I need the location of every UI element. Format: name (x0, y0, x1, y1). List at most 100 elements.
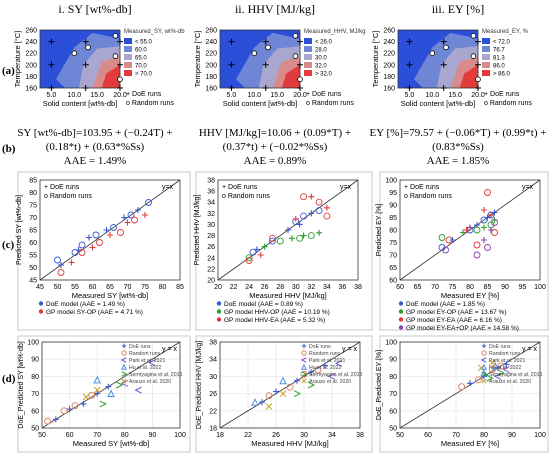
x-tick-label: 5.0 (405, 92, 415, 99)
data-point (460, 229, 466, 236)
y-tick-label: 260 (25, 28, 37, 35)
data-point (458, 383, 466, 391)
data-point (127, 211, 135, 219)
data-point (301, 343, 307, 349)
x-tick-label: 20.0 (113, 92, 127, 99)
x-axis-label: Measured SY [wt%-db] (72, 291, 149, 300)
row-label-c: (c) (2, 239, 15, 251)
x-tick-label: 90 (501, 284, 509, 291)
y-tick-label: 34 (207, 200, 215, 207)
legend-swatch (38, 309, 44, 314)
x-tick-label: 60 (89, 284, 97, 291)
parity-chart-d-2: y = x 50 60 70 80 90 100 50 60 70 80 90 100 Measured … (376, 335, 549, 453)
legend-swatch (124, 46, 132, 52)
y-tick-label: 180 (383, 74, 395, 81)
plot-frame (217, 179, 359, 281)
legend-random-runs: o Random runs (222, 193, 270, 200)
legend-entry: Hu et al. 2022 (489, 365, 521, 371)
data-point (481, 207, 487, 213)
doe-run-marker (297, 38, 303, 45)
data-point (68, 259, 75, 266)
y-tick-label: 100 (27, 340, 39, 347)
data-point (78, 249, 86, 256)
doe-run-marker (117, 38, 123, 45)
contour-band (459, 64, 478, 88)
x-axis-label: Measured SY [wt%-db] (73, 439, 150, 448)
legend-entry: Park et al. 2021 (309, 358, 345, 364)
x-tick-label: 5.0 (47, 92, 57, 99)
random-run-marker (470, 32, 477, 39)
legend-level: > 70.0 (135, 72, 153, 78)
legend-entry: GP model SY-OP (AAE = 4.71 %) (46, 309, 143, 316)
y-tick-label: 85 (389, 215, 397, 222)
plot-frame (39, 29, 121, 89)
random-run-marker (470, 53, 477, 59)
legend-entry: GP model EY-EA+OP (AAE = 14.58 %) (406, 325, 519, 332)
x-axis-label: Measured EY [%] (441, 291, 499, 300)
x-tick-label: 26 (261, 284, 269, 291)
doe-run-marker (48, 61, 55, 68)
x-tick-label: 30 (300, 432, 308, 439)
data-point (449, 237, 456, 243)
data-point (107, 389, 115, 398)
data-point (259, 399, 265, 406)
data-point (286, 383, 294, 391)
data-point (484, 189, 491, 196)
legend-swatch (398, 317, 404, 322)
random-run-marker (429, 50, 436, 56)
data-point (117, 229, 124, 236)
legend-entry: DoE model (AAE = 1.85 %) (406, 301, 485, 308)
data-point (285, 227, 291, 233)
y-tick-label: 60 (389, 278, 397, 285)
data-point (142, 212, 148, 218)
data-point (96, 239, 103, 246)
legend-entry: Random runs (309, 351, 341, 357)
legend-entry: GP model HHV-OP (AAE = 10.19 %) (224, 309, 330, 316)
legend-swatch (124, 62, 132, 68)
y-tick-label: 95 (389, 190, 397, 197)
identity-label: y=x (340, 184, 352, 191)
data-point (273, 388, 279, 395)
doe-run-marker (440, 61, 447, 68)
legend-level: 76.7 (493, 48, 505, 54)
row-label-a: (a) (2, 65, 15, 77)
x-tick-label: 60 (396, 284, 404, 291)
data-point (480, 363, 488, 370)
doe-run-marker (406, 85, 413, 91)
y-axis-label: DoE_Predicted EY [%] (376, 350, 383, 420)
y-tick-label: 24 (207, 255, 215, 262)
random-run-marker (85, 44, 91, 51)
legend-entry: Random runs (489, 351, 521, 357)
y-tick-label: 36 (207, 189, 215, 196)
data-point (120, 363, 128, 370)
data-point (473, 226, 481, 234)
legend-swatch (304, 46, 312, 52)
doe-run-marker (117, 61, 123, 68)
legend-swatch (398, 325, 404, 330)
legend-swatch (482, 70, 490, 76)
y-tick-label: 22 (207, 266, 215, 273)
y-tick-label: 30 (207, 222, 215, 229)
data-point (82, 393, 90, 401)
row-label-b: (b) (2, 143, 16, 155)
data-point (292, 215, 299, 222)
y-tick-label: 22 (209, 408, 217, 415)
data-point (301, 378, 307, 384)
legend-level: 32.0 (315, 64, 327, 70)
data-point (124, 219, 131, 226)
y-tick-label: 70 (389, 391, 397, 398)
legend-entry: DoE runs (129, 344, 151, 350)
x-tick-label: 30 (292, 284, 300, 291)
x-axis-label: Measured HHV [MJ/kg] (251, 439, 329, 448)
y-tick-label: 200 (205, 62, 217, 69)
y-tick-label: 80 (31, 374, 39, 381)
data-point (491, 209, 498, 216)
y-tick-label: 220 (205, 51, 217, 58)
legend-doe-runs: + DoE runs (404, 184, 440, 191)
y-tick-label: 100 (385, 340, 397, 347)
y-tick-label: 50 (29, 265, 37, 272)
legend-level: > 86.0 (493, 72, 511, 78)
data-point (323, 204, 330, 211)
y-tick-label: 38 (209, 340, 217, 347)
y-tick-label: 60 (29, 240, 37, 247)
